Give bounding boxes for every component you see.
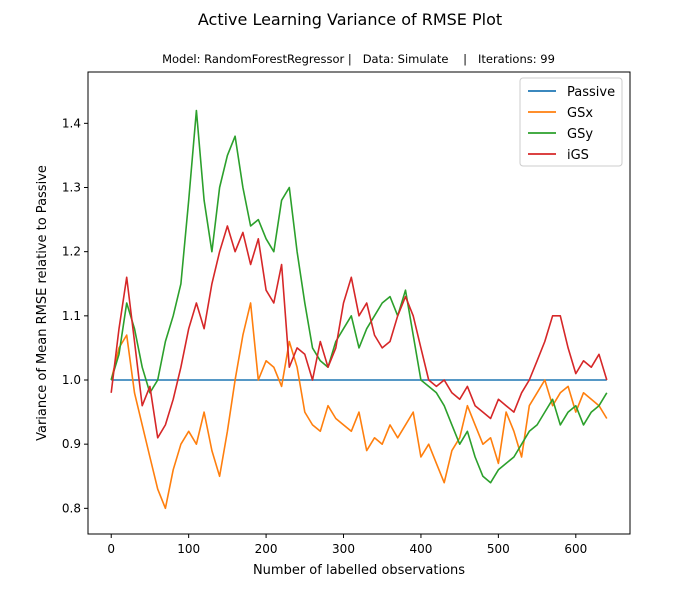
plot-frame	[87, 71, 631, 535]
series-layer	[110, 109, 608, 510]
y-tick-label: 1.4	[62, 116, 81, 130]
y-tick-label: 0.8	[62, 501, 81, 515]
x-tick-label: 300	[332, 542, 355, 556]
y-tick-label: 1.0	[62, 373, 81, 387]
x-tick-label: 500	[487, 542, 510, 556]
series-line-gsx	[110, 302, 608, 510]
y-tick-label: 1.2	[62, 245, 81, 259]
y-tick-label: 0.9	[62, 437, 81, 451]
series-line-igs	[110, 225, 608, 439]
series-line-gsy	[110, 109, 608, 484]
x-tick-label: 600	[564, 542, 587, 556]
legend-label-gsy: GSy	[567, 127, 593, 142]
y-tick-label: 1.3	[62, 181, 81, 195]
x-tick-label: 0	[107, 542, 115, 556]
legend-box	[519, 77, 623, 167]
x-axis-label: Number of labelled observations	[253, 563, 465, 578]
legend: Passive GSx GSy iGS	[519, 77, 623, 167]
legend-label-passive: Passive	[567, 85, 615, 100]
y-axis-label: Variance of Mean RMSE relative to Passiv…	[35, 165, 50, 441]
x-tick-label: 400	[409, 542, 432, 556]
legend-label-igs: iGS	[567, 148, 589, 163]
legend-label-gsx: GSx	[567, 106, 593, 121]
chart-subtitle: Model: RandomForestRegressor | Data: Sim…	[162, 52, 555, 66]
x-tick-label: 100	[177, 542, 200, 556]
chart-title: Active Learning Variance of RMSE Plot	[197, 10, 503, 29]
tick-layer: 0 100 200 300 400 500 600 0.8 0.9 1.0 1.1 1.2 1.3 1.4	[62, 116, 587, 556]
x-tick-label: 200	[255, 542, 278, 556]
y-tick-label: 1.1	[62, 309, 81, 323]
